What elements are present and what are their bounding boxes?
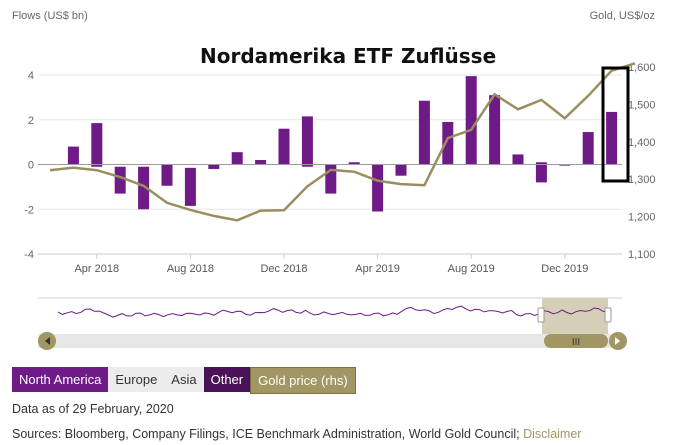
right-tick-label: 1,200 xyxy=(628,212,656,224)
bar xyxy=(442,121,454,165)
right-tick-label: 1,100 xyxy=(628,249,656,261)
legend-asia[interactable]: Asia xyxy=(164,367,204,392)
chart-title: Nordamerika ETF Zuflüsse xyxy=(200,44,497,68)
left-tick-label: -2 xyxy=(24,204,34,216)
chevron-right-icon xyxy=(615,337,620,345)
highlight-box xyxy=(601,66,630,183)
bar xyxy=(67,146,79,165)
bar xyxy=(559,164,571,166)
right-tick-label: 1,300 xyxy=(628,174,656,186)
x-tick-label: Apr 2018 xyxy=(74,263,119,275)
legend-europe[interactable]: Europe xyxy=(108,367,165,392)
bar xyxy=(114,166,126,194)
navigator-handle-left[interactable] xyxy=(537,307,545,323)
sources-text: Sources: Bloomberg, Company Filings, ICE… xyxy=(12,427,520,441)
right-tick-label: 1,500 xyxy=(628,99,656,111)
bar xyxy=(138,166,150,210)
bar xyxy=(395,164,407,176)
legend-gold-price[interactable]: Gold price (rhs) xyxy=(250,367,356,394)
x-tick-labels: Apr 2018 Aug 2018 Dec 2018 Apr 2019 Aug 2019… xyxy=(38,253,622,275)
scrollbar-thumb-grip: III xyxy=(572,337,580,348)
left-tick-label: 4 xyxy=(28,70,34,82)
bar xyxy=(372,164,384,212)
bar xyxy=(512,154,524,165)
left-tick-label: -4 xyxy=(24,249,34,261)
right-tick-label: 1,400 xyxy=(628,137,656,149)
x-tick-label: Aug 2019 xyxy=(448,263,495,275)
right-tick-label: 1,600 xyxy=(628,62,656,74)
bar xyxy=(91,123,103,167)
navigator-series xyxy=(57,305,609,318)
bar xyxy=(582,132,594,165)
left-tick-label: 2 xyxy=(28,115,34,127)
bar xyxy=(606,111,618,165)
left-axis-title: Flows (US$ bn) xyxy=(12,10,88,22)
bar xyxy=(535,162,547,183)
navigator-handle-right[interactable] xyxy=(604,307,612,323)
legend: North America Europe Asia Other Gold pri… xyxy=(12,367,356,394)
bar xyxy=(255,160,267,165)
bars xyxy=(67,76,618,212)
data-as-of: Data as of 29 February, 2020 xyxy=(12,402,174,416)
bar xyxy=(278,128,290,165)
left-tick-label: 0 xyxy=(28,160,34,172)
legend-north-america[interactable]: North America xyxy=(12,367,109,392)
bar xyxy=(231,152,243,165)
bar xyxy=(418,100,430,165)
chart-area: 4 2 0 -2 -4 1,600 1,500 1,400 1,300 1,200 1,100 A… xyxy=(24,62,656,275)
bar xyxy=(301,116,313,167)
bar xyxy=(208,164,220,169)
x-tick-label: Dec 2018 xyxy=(260,263,307,275)
bar xyxy=(348,162,360,165)
right-axis-title: Gold, US$/oz xyxy=(589,10,655,22)
chevron-left-icon xyxy=(45,337,50,345)
bar xyxy=(465,76,477,165)
bar xyxy=(325,164,337,194)
disclaimer-link[interactable]: Disclaimer xyxy=(523,427,582,441)
bar xyxy=(161,164,173,186)
x-tick-label: Dec 2019 xyxy=(541,263,588,275)
bar xyxy=(489,95,501,165)
navigator-selected-range[interactable] xyxy=(542,298,608,336)
legend-other[interactable]: Other xyxy=(203,367,251,392)
scrollbar-track[interactable] xyxy=(38,334,622,348)
navigator[interactable]: III xyxy=(0,292,679,362)
scrollbar-thumb[interactable] xyxy=(544,334,608,348)
gold-price-line xyxy=(49,62,636,222)
sources-line: Sources: Bloomberg, Company Filings, ICE… xyxy=(12,427,581,441)
right-tick-labels: 1,600 1,500 1,400 1,300 1,200 1,100 xyxy=(628,62,656,261)
bar xyxy=(184,167,196,206)
x-tick-label: Aug 2018 xyxy=(167,263,214,275)
x-tick-label: Apr 2019 xyxy=(355,263,400,275)
left-tick-labels: 4 2 0 -2 -4 xyxy=(24,70,34,261)
